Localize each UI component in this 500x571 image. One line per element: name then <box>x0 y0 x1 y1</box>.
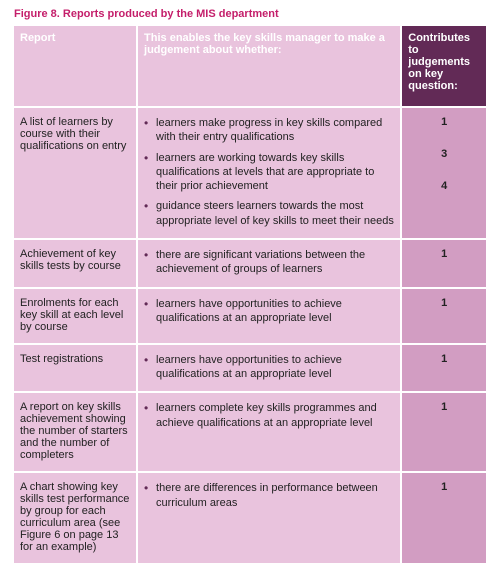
cell-report: Test registrations <box>14 344 137 393</box>
table-row: A chart showing key skills test performa… <box>14 472 486 563</box>
contrib-value: 4 <box>408 180 480 192</box>
cell-contrib: 1 <box>401 239 486 288</box>
bullet-list: learners complete key skills programmes … <box>144 401 394 430</box>
cell-enables: learners have opportunities to achieve q… <box>137 288 401 344</box>
header-report: Report <box>14 26 137 107</box>
bullet-item: there are differences in performance bet… <box>144 481 394 510</box>
figure-title: Figure 8. Reports produced by the MIS de… <box>14 8 486 20</box>
cell-enables: there are significant variations between… <box>137 239 401 288</box>
contrib-value: 1 <box>408 297 480 309</box>
contrib-value: 1 <box>408 248 480 260</box>
bullet-list: there are differences in performance bet… <box>144 481 394 510</box>
bullet-item: learners have opportunities to achieve q… <box>144 297 394 326</box>
table-header-row: Report This enables the key skills manag… <box>14 26 486 107</box>
table-row: Achievement of key skills tests by cours… <box>14 239 486 288</box>
bullet-item: learners make progress in key skills com… <box>144 116 394 145</box>
bullet-item: there are significant variations between… <box>144 248 394 277</box>
cell-enables: learners make progress in key skills com… <box>137 107 401 239</box>
cell-contrib: 1 <box>401 472 486 563</box>
contrib-stack: 1 <box>408 401 480 413</box>
bullet-item: learners are working towards key skills … <box>144 151 394 194</box>
header-contrib: Contributes to judgements on key questio… <box>401 26 486 107</box>
table-body: A list of learners by course with their … <box>14 107 486 563</box>
contrib-stack: 1 <box>408 481 480 493</box>
bullet-item: learners have opportunities to achieve q… <box>144 353 394 382</box>
bullet-item: guidance steers learners towards the mos… <box>144 199 394 228</box>
cell-enables: learners have opportunities to achieve q… <box>137 344 401 393</box>
contrib-value: 1 <box>408 481 480 493</box>
cell-report: Achievement of key skills tests by cours… <box>14 239 137 288</box>
contrib-value: 1 <box>408 116 480 128</box>
table-row: Enrolments for each key skill at each le… <box>14 288 486 344</box>
contrib-value: 1 <box>408 353 480 365</box>
bullet-item: learners complete key skills programmes … <box>144 401 394 430</box>
bullet-list: learners make progress in key skills com… <box>144 116 394 228</box>
cell-report: A chart showing key skills test performa… <box>14 472 137 563</box>
bullet-list: learners have opportunities to achieve q… <box>144 353 394 382</box>
cell-report: A report on key skills achievement showi… <box>14 392 137 472</box>
table-row: A report on key skills achievement showi… <box>14 392 486 472</box>
contrib-stack: 1 <box>408 353 480 365</box>
contrib-stack: 1 3 4 <box>408 116 480 192</box>
cell-report: A list of learners by course with their … <box>14 107 137 239</box>
cell-contrib: 1 <box>401 392 486 472</box>
table-row: A list of learners by course with their … <box>14 107 486 239</box>
table-row: Test registrationslearners have opportun… <box>14 344 486 393</box>
reports-table: Report This enables the key skills manag… <box>14 26 486 563</box>
cell-enables: learners complete key skills programmes … <box>137 392 401 472</box>
contrib-stack: 1 <box>408 297 480 309</box>
header-enables: This enables the key skills manager to m… <box>137 26 401 107</box>
cell-contrib: 1 <box>401 288 486 344</box>
cell-contrib: 1 <box>401 344 486 393</box>
bullet-list: learners have opportunities to achieve q… <box>144 297 394 326</box>
bullet-list: there are significant variations between… <box>144 248 394 277</box>
cell-enables: there are differences in performance bet… <box>137 472 401 563</box>
contrib-value: 3 <box>408 148 480 160</box>
cell-contrib: 1 3 4 <box>401 107 486 239</box>
cell-report: Enrolments for each key skill at each le… <box>14 288 137 344</box>
contrib-value: 1 <box>408 401 480 413</box>
contrib-stack: 1 <box>408 248 480 260</box>
